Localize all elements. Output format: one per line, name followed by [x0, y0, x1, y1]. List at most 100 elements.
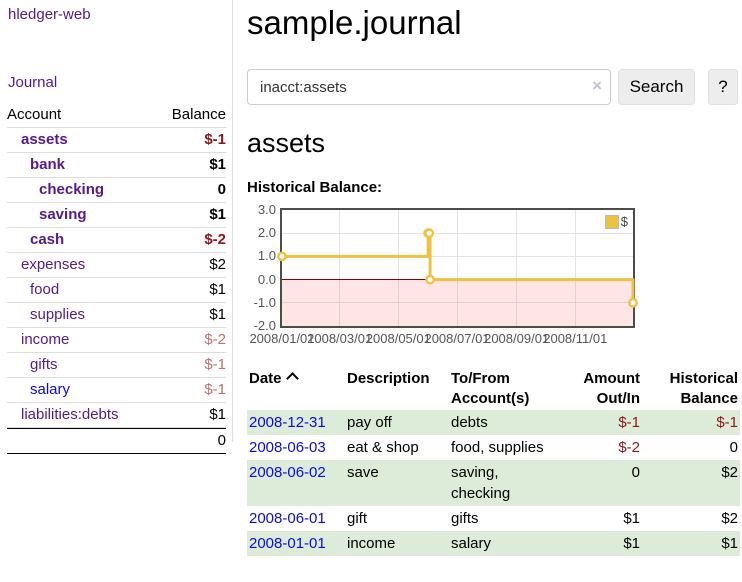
- account-column-header: Account: [7, 106, 62, 123]
- account-link-bank[interactable]: bank: [30, 156, 66, 173]
- account-balance: $1: [209, 156, 226, 173]
- accounts-table: Account Balance assets $-1 bank $1 check…: [7, 103, 226, 454]
- transaction-description: save: [347, 464, 379, 481]
- account-balance: $1: [209, 206, 226, 223]
- transaction-amount: 0: [631, 464, 640, 481]
- transaction-accounts: saving, checking: [451, 464, 511, 502]
- account-row: liabilities:debts $1: [7, 403, 226, 428]
- register-table: Date Description To/From Account(s) Amou…: [247, 368, 740, 556]
- transaction-date-link[interactable]: 2008-06-03: [249, 439, 326, 456]
- account-heading: assets: [247, 128, 326, 158]
- y-tick-label: 3.0: [257, 202, 276, 217]
- y-tick-label: 2.0: [257, 225, 276, 241]
- x-tick-label: 2008/09/01: [484, 331, 550, 346]
- account-row: expenses $2: [7, 253, 226, 278]
- search-button[interactable]: Search: [618, 69, 695, 105]
- search-input[interactable]: [247, 69, 611, 105]
- account-link-gifts[interactable]: gifts: [30, 356, 58, 373]
- transaction-balance: $-1: [716, 414, 738, 431]
- x-tick-label: 2008/11/01: [543, 331, 608, 346]
- y-tick-label: -2.0: [253, 318, 276, 333]
- account-link-income[interactable]: income: [21, 331, 70, 348]
- transaction-balance: 0: [729, 439, 738, 456]
- y-tick-label: 1.0: [257, 248, 276, 264]
- account-link-checking[interactable]: checking: [39, 181, 105, 198]
- balance-line-series: [277, 228, 638, 308]
- main-content: sample.journal × Search ? assets Histori…: [234, 0, 742, 556]
- legend-swatch-icon: [604, 214, 619, 229]
- y-tick-label: 0.0: [257, 271, 276, 287]
- search-bar: × Search ?: [247, 69, 742, 105]
- transaction-accounts: food, supplies: [451, 439, 544, 456]
- transaction-date-link[interactable]: 2008-01-01: [249, 535, 326, 552]
- transaction-description: income: [347, 535, 396, 552]
- accounts-total-row: 0: [7, 428, 226, 454]
- chart-plot: $: [277, 208, 638, 328]
- account-row: food $1: [7, 278, 226, 303]
- register-header-row: Date Description To/From Account(s) Amou…: [247, 368, 740, 410]
- transaction-balance: $2: [721, 510, 738, 527]
- sidebar-item-journal[interactable]: Journal: [8, 74, 58, 91]
- help-button[interactable]: ?: [708, 69, 738, 105]
- register-row: 2008-06-01 gift gifts $1 $2: [247, 506, 740, 531]
- transaction-description: eat & shop: [347, 439, 419, 456]
- account-link-expenses[interactable]: expenses: [21, 256, 86, 273]
- negative-region: [282, 279, 633, 326]
- legend-label: $: [620, 214, 628, 229]
- account-balance: $1: [209, 281, 226, 298]
- account-link-liabilities-debts[interactable]: liabilities:debts: [21, 406, 119, 423]
- clear-search-icon[interactable]: ×: [592, 76, 602, 95]
- transaction-date-link[interactable]: 2008-12-31: [249, 414, 326, 431]
- account-link-assets[interactable]: assets: [21, 131, 68, 148]
- transaction-accounts: debts: [451, 414, 488, 431]
- vertical-gridline: [456, 210, 458, 326]
- accounts-table-header: Account Balance: [7, 103, 226, 128]
- account-link-cash[interactable]: cash: [30, 231, 65, 248]
- account-row: saving $1: [7, 203, 226, 228]
- column-header-accounts: To/From Account(s): [451, 370, 530, 407]
- account-balance: $-1: [204, 356, 226, 373]
- account-balance: $2: [209, 256, 226, 273]
- accounts-total-value: 0: [217, 432, 226, 449]
- transaction-amount: $1: [623, 535, 640, 552]
- account-row: checking 0: [7, 178, 226, 203]
- transaction-date-link[interactable]: 2008-06-01: [249, 510, 326, 527]
- chart-heading: Historical Balance:: [247, 179, 383, 196]
- account-row: salary $-1: [7, 378, 226, 403]
- account-row: bank $1: [7, 153, 226, 178]
- account-balance: $1: [209, 406, 226, 423]
- column-header-amount: Amount Out/In: [583, 370, 640, 407]
- register-row: 2008-06-02 save saving, checking 0 $2: [247, 460, 740, 506]
- page-title: sample.journal: [247, 4, 462, 41]
- account-balance: $-2: [204, 331, 226, 348]
- account-link-food[interactable]: food: [30, 281, 60, 298]
- account-balance: $-1: [204, 131, 226, 148]
- data-point-marker: [424, 228, 435, 239]
- chart-x-labels: 2008/01/01 2008/03/01 2008/05/01 2008/07/01…: [249, 331, 631, 347]
- x-tick-label: 2008/01/01: [249, 331, 315, 346]
- column-header-date: Date: [247, 368, 345, 410]
- account-balance: 0: [217, 181, 226, 198]
- transaction-amount: $-1: [618, 414, 640, 431]
- app-brand-link[interactable]: hledger-web: [8, 6, 91, 23]
- description-header-label: Description: [347, 370, 430, 387]
- register-row: 2008-12-31 pay off debts $-1 $-1: [247, 410, 740, 435]
- account-row: income $-2: [7, 328, 226, 353]
- account-balance: $-1: [204, 381, 226, 398]
- historical-balance-chart: 3.0 2.0 1.0 0.0 -1.0 -2.0 $ 2008/01/01 2008/03…: [247, 202, 742, 348]
- account-link-supplies[interactable]: supplies: [30, 306, 86, 323]
- account-balance: $1: [209, 306, 226, 323]
- transaction-balance: $1: [721, 535, 738, 552]
- account-link-salary[interactable]: salary: [30, 381, 71, 398]
- register-row: 2008-01-01 income salary $1 $1: [247, 531, 740, 556]
- transaction-date-link[interactable]: 2008-06-02: [249, 464, 326, 481]
- data-point-marker: [628, 297, 638, 308]
- data-point-marker: [277, 251, 287, 262]
- x-tick-label: 2008/03/01: [307, 331, 373, 346]
- transaction-description: gift: [347, 510, 368, 527]
- sidebar: hledger-web Journal Account Balance asse…: [0, 0, 233, 454]
- account-link-saving[interactable]: saving: [39, 206, 87, 223]
- date-header-label: Date: [249, 370, 282, 387]
- search-input-wrap: ×: [247, 69, 611, 105]
